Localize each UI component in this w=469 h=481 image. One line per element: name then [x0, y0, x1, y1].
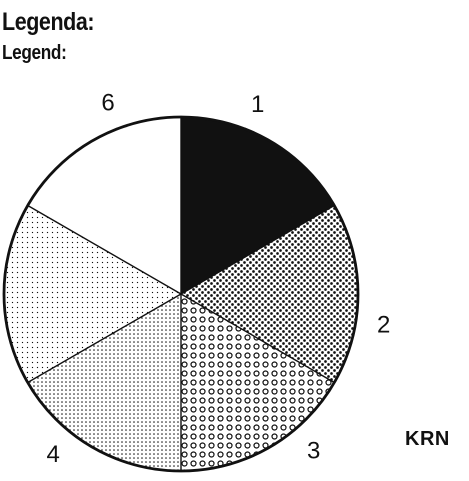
slice-label-4: 4 [46, 441, 59, 468]
slice-label-3: 3 [307, 437, 320, 464]
slice-label-2: 2 [377, 312, 390, 339]
pie-slices [2, 115, 360, 473]
slice-label-1: 1 [251, 91, 264, 118]
pie-slice-1 [181, 117, 335, 294]
pie-outline [2, 115, 360, 473]
pie-divider-2 [180, 204, 335, 295]
pie-slice-5 [3, 205, 181, 383]
pie-divider-6 [27, 204, 182, 295]
pie-slice-4 [27, 294, 182, 471]
pie-slice-6 [27, 117, 182, 294]
legend-subtitle: Legend: [2, 42, 67, 64]
pie-divider-5 [27, 293, 182, 384]
legend-block: Legenda: Legend: [2, 8, 109, 64]
pie-divider-3 [180, 293, 335, 384]
pie-slice-3 [181, 294, 335, 471]
slice-label-6: 6 [101, 89, 114, 116]
corner-code-label: KRN [405, 428, 450, 450]
pie-labels: 1 2 3 4 6 [46, 89, 390, 468]
pie-slice-2 [181, 205, 358, 383]
legend-title: Legenda: [2, 8, 95, 36]
